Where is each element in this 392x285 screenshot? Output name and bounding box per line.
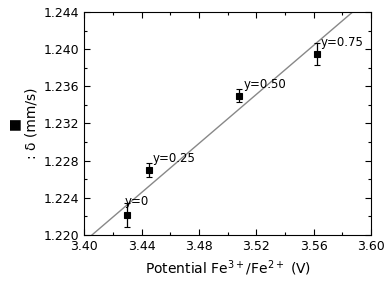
Y-axis label: ■
: δ (mm/s): ■ : δ (mm/s) xyxy=(7,88,38,159)
Text: y=0.25: y=0.25 xyxy=(153,152,196,165)
Text: y=0.50: y=0.50 xyxy=(243,78,286,91)
X-axis label: Potential Fe$^{3+}$/Fe$^{2+}$ (V): Potential Fe$^{3+}$/Fe$^{2+}$ (V) xyxy=(145,258,311,278)
Text: y=0.75: y=0.75 xyxy=(321,36,364,49)
Text: y=0: y=0 xyxy=(124,195,149,208)
